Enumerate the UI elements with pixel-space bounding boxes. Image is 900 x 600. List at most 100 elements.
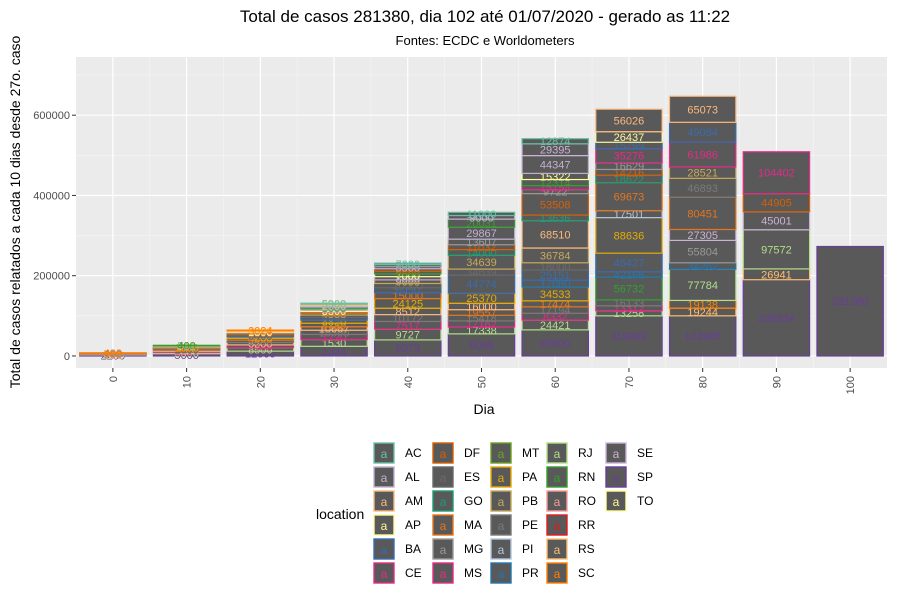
legend-item: a RR (546, 514, 596, 536)
bar-segment-label: 16629 (614, 161, 645, 173)
legend-key-letter: a (498, 495, 505, 509)
bar-segment-label: 44905 (761, 198, 792, 210)
bar-segment-label: 34639 (466, 257, 497, 269)
x-tick-label: 40 (403, 376, 415, 388)
bar-segment-label: 500 (177, 341, 195, 353)
bar-segment-label: 1334 (322, 346, 346, 358)
bar-segment-label: 1800 (248, 326, 272, 338)
legend-key (373, 514, 395, 536)
legend-item: a PA (490, 466, 537, 488)
legend-key (432, 442, 454, 464)
bar-segment-label: 13636 (540, 213, 571, 225)
legend-label: AP (405, 518, 421, 532)
legend-key (373, 538, 395, 560)
legend-key-letter: a (613, 471, 620, 485)
bar-segment-label: 208834 (758, 313, 795, 325)
bar-segment-label: 28521 (687, 168, 718, 180)
legend-label: PA (522, 470, 537, 484)
legend-label: ES (464, 470, 480, 484)
bar-segment-label: 7517 (396, 320, 420, 332)
legend-label: PE (522, 518, 538, 532)
bar-segment-label: 35276 (614, 151, 645, 163)
legend-label: MA (464, 518, 482, 532)
legend-item: a AC (373, 442, 422, 464)
bar-segment (521, 138, 590, 145)
legend-key-letter: a (440, 471, 447, 485)
bar-segment-label: 400 (177, 340, 195, 352)
bar-segment-label: 24125 (392, 298, 423, 310)
legend-key-letter: a (440, 543, 447, 557)
bar-stack: 1199991325813312161335673242168464278863… (595, 108, 663, 357)
legend-key-letter: a (381, 471, 388, 485)
x-tick-label: 30 (329, 376, 341, 388)
bar-segment-label: 42168 (614, 269, 645, 281)
bar-segment-label: 119999 (611, 331, 647, 343)
bar-segment-label: 15322 (540, 171, 571, 183)
y-tick-label: 0 (64, 351, 70, 363)
legend-item: a PE (490, 514, 538, 536)
legend-key (490, 490, 512, 512)
legend-item: a RJ (546, 442, 593, 464)
legend-key-letter: a (554, 471, 561, 485)
bar-segment-label: 17194 (540, 305, 571, 317)
bar-segment-label: 46427 (614, 257, 645, 269)
x-tick-label: 100 (845, 376, 857, 394)
bar-segment-label: 49084 (687, 127, 718, 139)
legend-key-letter: a (498, 447, 505, 461)
chart-subtitle: Fontes: ECDC e Worldometers (396, 33, 575, 48)
legend-item: a AM (373, 490, 423, 512)
legend-label: SP (637, 470, 653, 484)
legend-label: MS (464, 566, 482, 580)
legend-key (605, 466, 627, 488)
bar-segment-label: 65000 (540, 338, 571, 350)
bar-segment-label: 17338 (466, 325, 497, 337)
bar-segment (668, 196, 737, 231)
legend-key-letter: a (554, 543, 561, 557)
x-tick-label: 60 (550, 376, 562, 388)
bar-segment-label: 44774 (466, 279, 497, 291)
bar-segment-label: 34639 (466, 267, 497, 279)
bar-segment (668, 141, 737, 168)
bar-segment (668, 268, 737, 302)
x-tick-label: 20 (255, 376, 267, 388)
legend-item: a PI (490, 538, 533, 560)
bar-segment (521, 219, 590, 249)
legend-label: RJ (578, 446, 593, 460)
x-tick-label: 90 (771, 376, 783, 388)
bar-stack: 6500024421833217194174743453317080251511… (521, 136, 590, 357)
legend-key (546, 514, 568, 536)
bar-segment (742, 151, 811, 195)
legend-label: TO (637, 494, 653, 508)
legend-key-letter: a (440, 447, 447, 461)
legend-item: a SE (605, 442, 653, 464)
legend-item: a MA (432, 514, 482, 536)
bar-segment-label: 29867 (466, 228, 497, 240)
bar-segment-label: 45001 (761, 216, 792, 228)
bar-segment-label: 9098 (469, 340, 493, 352)
bar-segment-label: 104402 (758, 168, 795, 180)
bar-segment-label: 17501 (614, 209, 645, 221)
legend-key (546, 442, 568, 464)
legend-key (605, 442, 627, 464)
legend-label: MT (522, 446, 540, 460)
bar-segment-label: 80451 (687, 208, 718, 220)
legend-label: RR (578, 518, 596, 532)
bar-stack: 9098173381716215418195571600025370447743… (447, 209, 516, 357)
bar-segment-label: 29395 (540, 145, 571, 157)
legend-item: a MS (432, 562, 482, 584)
bar-segment (668, 95, 737, 123)
bar-segment-label: 56026 (614, 115, 645, 127)
legend-key (432, 514, 454, 536)
bar-segment-label: 16133 (614, 298, 645, 310)
bar-segment-label: 34262 (687, 261, 718, 273)
bar-segment-label: 18000 (540, 261, 571, 273)
bar-stack: 1334153017201050010667872088206500580045… (300, 299, 368, 358)
y-tick-label: 400000 (33, 190, 70, 202)
legend-label: SE (637, 446, 653, 460)
legend-label: MG (464, 542, 483, 556)
bar-segment-label: 6973 (396, 343, 420, 355)
bar-segment-label: 19244 (687, 307, 718, 319)
legend-label: RN (578, 470, 595, 484)
bar-segment-label: 12874 (540, 136, 571, 148)
bar-segment-label: 13607 (466, 237, 497, 249)
